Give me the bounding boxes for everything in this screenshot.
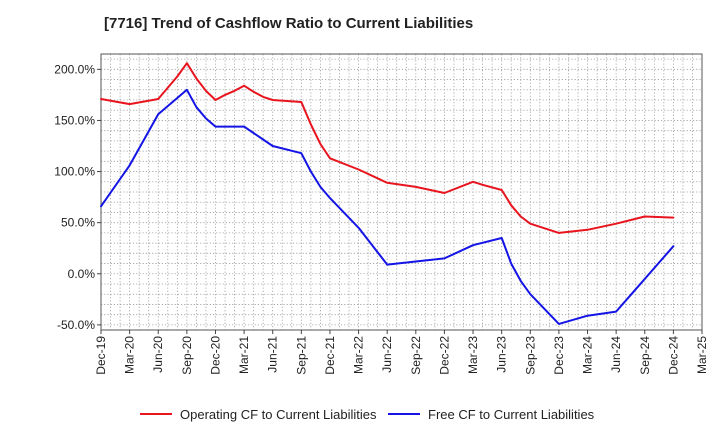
x-tick-label: Jun-21 bbox=[266, 336, 280, 373]
y-tick-label: 50.0% bbox=[61, 216, 95, 230]
x-tick-label: Sep-22 bbox=[409, 336, 423, 375]
x-tick-label: Jun-22 bbox=[380, 336, 394, 373]
x-tick-label: Sep-24 bbox=[638, 336, 652, 375]
x-tick-label: Jun-23 bbox=[495, 336, 509, 373]
x-tick-label: Mar-25 bbox=[695, 336, 709, 374]
plot-area-frame bbox=[100, 53, 703, 331]
x-tick-label: Sep-21 bbox=[294, 336, 308, 375]
legend-label: Operating CF to Current Liabilities bbox=[180, 407, 377, 422]
y-tick-label: -50.0% bbox=[57, 318, 95, 332]
y-tick-label: 100.0% bbox=[54, 165, 95, 179]
x-tick-label: Mar-20 bbox=[123, 336, 137, 374]
x-tick-label: Jun-24 bbox=[609, 336, 623, 373]
series-line-operating-cf bbox=[100, 62, 675, 234]
legend: Operating CF to Current Liabilities Free … bbox=[140, 407, 595, 422]
x-tick-label: Dec-22 bbox=[437, 336, 451, 375]
x-tick-label: Sep-20 bbox=[180, 336, 194, 375]
y-tick-label: 200.0% bbox=[54, 62, 95, 76]
x-axis-ticks: Dec-19 Mar-20 Jun-20 Sep-20 Dec-20 Mar-21 Jun-… bbox=[94, 330, 709, 375]
x-tick-label: Dec-21 bbox=[323, 336, 337, 375]
x-tick-label: Dec-20 bbox=[208, 336, 222, 375]
x-tick-label: Jun-20 bbox=[151, 336, 165, 373]
y-tick-label: 0.0% bbox=[68, 267, 96, 281]
x-tick-label: Sep-23 bbox=[523, 336, 537, 375]
x-tick-label: Dec-24 bbox=[666, 336, 680, 375]
y-tick-label: 150.0% bbox=[54, 113, 95, 127]
x-tick-label: Mar-24 bbox=[581, 336, 595, 374]
series-lines bbox=[100, 62, 675, 325]
x-tick-label: Dec-23 bbox=[552, 336, 566, 375]
chart-title: [7716] Trend of Cashflow Ratio to Curren… bbox=[104, 15, 474, 32]
x-tick-label: Mar-21 bbox=[237, 336, 251, 374]
series-line-free-cf bbox=[100, 88, 675, 325]
y-axis-ticks: -50.0% 0.0% 50.0% 100.0% 150.0% 200.0% bbox=[54, 62, 101, 332]
legend-label: Free CF to Current Liabilities bbox=[428, 407, 595, 422]
x-tick-label: Dec-19 bbox=[94, 336, 108, 375]
x-tick-label: Mar-23 bbox=[466, 336, 480, 374]
x-tick-label: Mar-22 bbox=[352, 336, 366, 374]
